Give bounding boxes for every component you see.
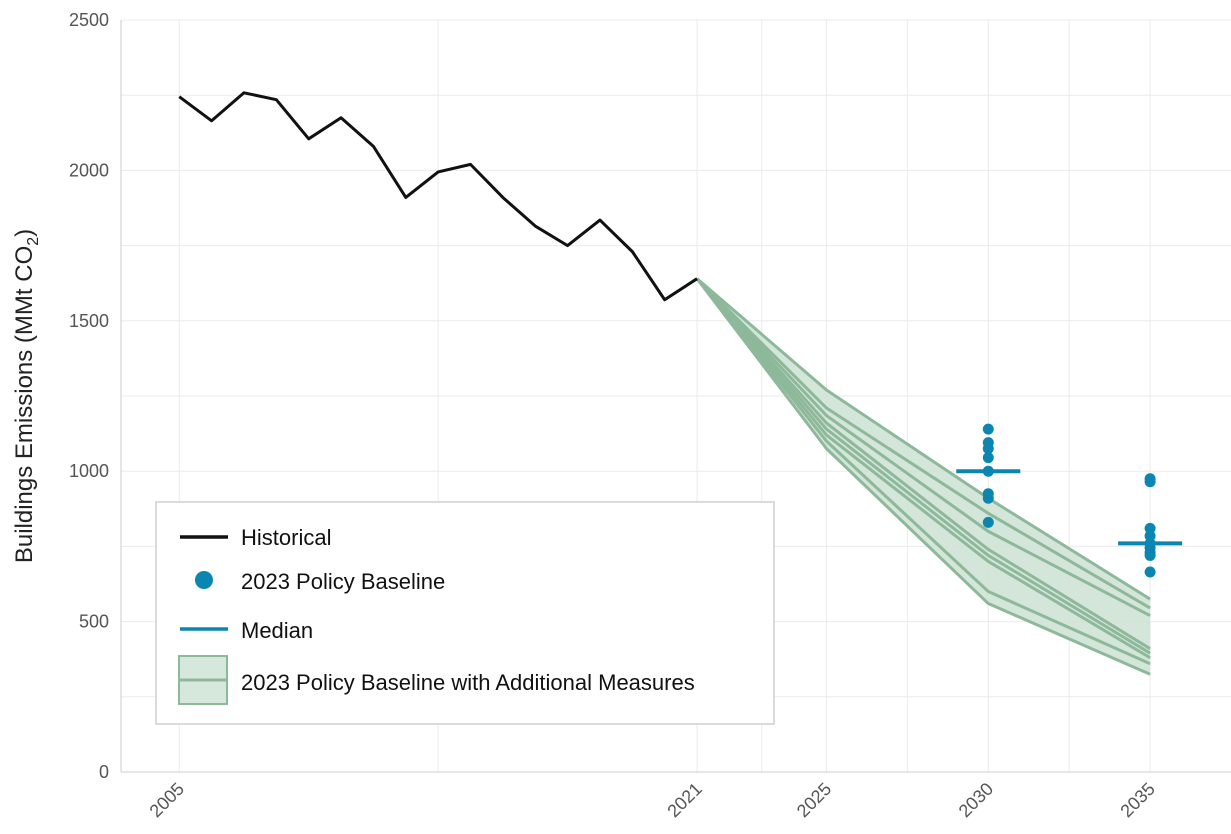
policy-baseline-point bbox=[982, 516, 994, 528]
y-axis-title: Buildings Emissions (MMt CO2) bbox=[11, 229, 42, 563]
policy-baseline-point bbox=[1144, 476, 1156, 488]
legend-baseline-swatch bbox=[195, 571, 213, 589]
additional-measures-line bbox=[695, 277, 1151, 676]
additional-measures-line bbox=[695, 277, 1151, 610]
x-tick-label: 2030 bbox=[955, 779, 997, 821]
legend-band-label: 2023 Policy Baseline with Additional Mea… bbox=[241, 670, 695, 695]
x-tick-labels: 2005 2021 2025 2030 2035 bbox=[146, 779, 1159, 821]
y-tick-label: 2500 bbox=[69, 10, 109, 30]
y-tick-labels: 0 500 1000 1500 2000 2500 bbox=[69, 10, 109, 782]
additional-measures-line bbox=[695, 277, 1151, 655]
policy-baseline-point bbox=[982, 443, 994, 455]
historical-line bbox=[178, 91, 698, 302]
additional-measures-line bbox=[695, 277, 1151, 666]
median-series bbox=[956, 469, 1183, 546]
historical-series bbox=[178, 91, 698, 302]
policy-baseline-point bbox=[1144, 566, 1156, 578]
additional-measures-band bbox=[695, 277, 1151, 676]
y-axis-title-subscript: 2 bbox=[25, 237, 42, 246]
additional-measures-line bbox=[695, 277, 1151, 650]
policy-baseline-point bbox=[982, 423, 994, 435]
policy-baseline-point bbox=[1144, 522, 1156, 534]
legend-baseline-label: 2023 Policy Baseline bbox=[241, 569, 445, 594]
legend: Historical 2023 Policy Baseline Median 2… bbox=[155, 501, 775, 725]
additional-measures-line bbox=[696, 277, 1151, 601]
policy-baseline-point bbox=[1144, 530, 1156, 542]
y-axis-title-close: ) bbox=[11, 229, 38, 237]
x-tick-label: 2005 bbox=[146, 779, 188, 821]
y-tick-label: 500 bbox=[79, 612, 109, 632]
policy-baseline-point bbox=[1144, 549, 1156, 561]
policy-baseline-point bbox=[982, 452, 994, 464]
y-axis-title-main: Buildings Emissions (MMt CO bbox=[11, 246, 38, 563]
legend-median-label: Median bbox=[241, 618, 313, 643]
additional-measures-line bbox=[695, 277, 1151, 617]
y-tick-label: 2000 bbox=[69, 160, 109, 180]
additional-measures-line bbox=[695, 277, 1151, 659]
x-tick-label: 2025 bbox=[793, 779, 835, 821]
legend-box bbox=[155, 501, 775, 725]
policy-baseline-point bbox=[982, 492, 994, 504]
y-tick-label: 0 bbox=[99, 762, 109, 782]
legend-historical-label: Historical bbox=[241, 525, 331, 550]
y-tick-label: 1500 bbox=[69, 311, 109, 331]
x-tick-label: 2035 bbox=[1116, 779, 1158, 821]
x-tick-label: 2021 bbox=[663, 779, 705, 821]
y-tick-label: 1000 bbox=[69, 461, 109, 481]
